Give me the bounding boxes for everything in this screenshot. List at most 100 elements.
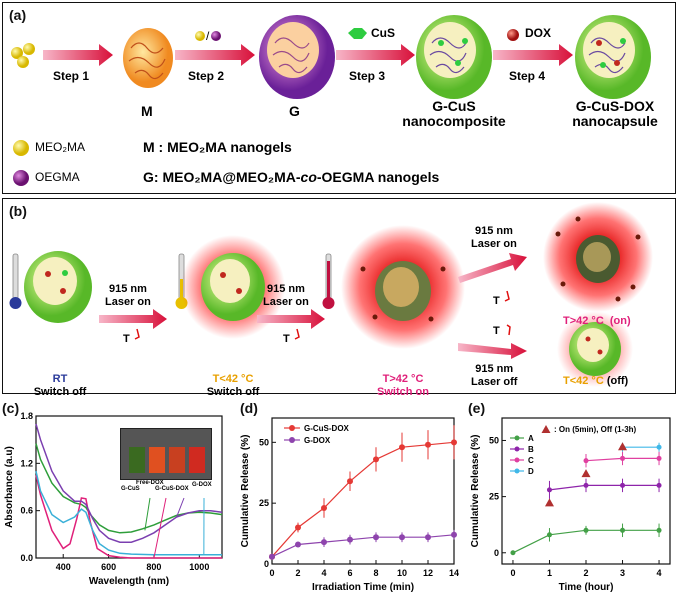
state-rt: RT Switch off bbox=[25, 373, 95, 399]
panel-c-label: (c) bbox=[2, 400, 20, 416]
g-cus-label-line1: G-CuS bbox=[432, 98, 476, 114]
data-point bbox=[451, 439, 457, 446]
panel-a: / (a) Step 1 Step 2 bbox=[2, 2, 676, 194]
absorbance-series-2 bbox=[35, 423, 223, 543]
g-cus-dox-label-line2: nanocapsule bbox=[572, 113, 658, 129]
release-line-G-CuS-DOX bbox=[271, 441, 455, 558]
laser-on-3-wavelength: 915 nm bbox=[474, 225, 513, 237]
laser-on-1-text: Laser on bbox=[105, 296, 151, 308]
plot-frame bbox=[271, 417, 455, 565]
svg-text:/: / bbox=[206, 29, 210, 43]
dox-dot-icon bbox=[507, 29, 519, 41]
data-point bbox=[425, 441, 431, 448]
legend-marker bbox=[289, 437, 295, 443]
nanogel-g-icon bbox=[259, 15, 335, 99]
laser-on-marker bbox=[618, 442, 628, 451]
capsule-rt-icon bbox=[24, 251, 92, 323]
laser-off-text: Laser off bbox=[471, 376, 518, 388]
capsule-warm-icon bbox=[181, 235, 285, 339]
capsule-released-icon bbox=[543, 202, 653, 312]
annotation-marker bbox=[541, 425, 551, 433]
x-tick-label: 10 bbox=[397, 568, 407, 578]
state-rt-temp: RT bbox=[52, 373, 68, 385]
y-tick-label: 0 bbox=[494, 548, 499, 558]
g-cus-dox-nanocapsule-icon bbox=[575, 15, 651, 99]
data-point bbox=[451, 531, 457, 538]
data-point bbox=[510, 550, 516, 556]
x-tick-label: 4 bbox=[657, 568, 662, 578]
capsule-off-icon bbox=[557, 311, 633, 387]
state-warm: T<42 °C Switch off bbox=[193, 373, 273, 399]
g-description-prefix: G: MEO₂MA@MEO₂MA- bbox=[143, 169, 301, 185]
g-description-co: co bbox=[300, 169, 317, 185]
state-rt-switch: Switch off bbox=[33, 386, 87, 398]
g-cus-label: G-CuS nanocomposite bbox=[399, 99, 509, 129]
g-cus-nanocomposite-icon bbox=[416, 15, 492, 99]
g-description-suffix: -OEGMA nanogels bbox=[316, 169, 440, 185]
data-point bbox=[583, 527, 589, 533]
inset-label-2: G-CuS-DOX bbox=[155, 486, 189, 492]
y-tick-label: 50 bbox=[489, 435, 499, 445]
y-tick-label: 1.2 bbox=[20, 458, 33, 468]
x-tick-label: 2 bbox=[295, 568, 300, 578]
g-label: G bbox=[289, 103, 300, 119]
laser-on-2-wavelength: 915 nm bbox=[266, 283, 305, 295]
laser-off-label: 915 nm Laser off bbox=[471, 363, 517, 389]
m-description: M : MEO₂MA nanogels bbox=[143, 139, 292, 155]
thermometer-cold-icon bbox=[9, 253, 22, 309]
legend-marker bbox=[289, 425, 295, 431]
legend-label: G-CuS-DOX bbox=[304, 424, 350, 433]
x-tick-label: 8 bbox=[373, 568, 378, 578]
data-point bbox=[321, 539, 327, 546]
x-tick-label: 0 bbox=[269, 568, 274, 578]
panel-e: (e) 0 1 2 3 4 0 25 50 Time (hour) Cumulative Rele… bbox=[462, 398, 678, 597]
g-cus-label-line2: nanocomposite bbox=[402, 113, 506, 129]
x-tick-label: 4 bbox=[321, 568, 326, 578]
x-tick-label: 0 bbox=[510, 568, 515, 578]
state-released: T>42 °C (on) bbox=[563, 315, 631, 327]
data-point bbox=[620, 455, 626, 461]
data-point bbox=[269, 553, 275, 560]
inset-label-3: G-DOX bbox=[192, 482, 212, 488]
step3-label: Step 3 bbox=[349, 69, 386, 83]
cus-label: CuS bbox=[371, 26, 395, 40]
laser-on-marker bbox=[544, 498, 554, 507]
cus-hexagon-icon bbox=[348, 28, 367, 39]
legend-label: B bbox=[528, 445, 534, 454]
inset-label-0: G-CuS bbox=[121, 486, 140, 492]
laser-on-1-wavelength: 915 nm bbox=[108, 283, 147, 295]
panel-d-label: (d) bbox=[240, 400, 258, 416]
temp-up-icons bbox=[134, 290, 510, 340]
inset-pointer-0 bbox=[144, 497, 151, 531]
g-description: G: MEO₂MA@MEO₂MA-co-OEGMA nanogels bbox=[143, 169, 439, 185]
legend-marker bbox=[514, 457, 520, 463]
x-tick-label: 12 bbox=[423, 568, 433, 578]
panel-a-label: (a) bbox=[9, 7, 27, 23]
y-tick-label: 25 bbox=[259, 498, 269, 508]
laser-on-3-text: Laser on bbox=[471, 238, 517, 250]
step2-reagents-icon: / bbox=[195, 29, 221, 43]
y-axis-label: Cumulative Release (%) bbox=[240, 435, 251, 548]
laser-on-2-text: Laser on bbox=[263, 296, 309, 308]
panel-b-label: (b) bbox=[9, 203, 27, 219]
panel-a-svg: / bbox=[11, 15, 651, 186]
oegma-legend-icon bbox=[13, 170, 29, 186]
data-point bbox=[546, 532, 552, 538]
state-hot-temp: T>42 °C bbox=[382, 373, 424, 385]
y-tick-label: 0.6 bbox=[20, 506, 33, 516]
y-tick-label: 50 bbox=[259, 437, 269, 447]
release-line-G-DOX bbox=[271, 534, 455, 558]
laser-off-wavelength: 915 nm bbox=[475, 363, 514, 375]
meo2ma-legend-icon bbox=[13, 140, 29, 156]
panel-b-svg bbox=[9, 202, 653, 387]
t-label-2: T bbox=[283, 333, 290, 345]
step1-label: Step 1 bbox=[53, 69, 90, 83]
y-axis-label: Absorbance (a.u) bbox=[4, 446, 15, 528]
data-point bbox=[347, 536, 353, 543]
laser-arrows bbox=[99, 253, 527, 359]
data-point bbox=[583, 482, 589, 488]
data-point bbox=[620, 527, 626, 533]
chart-d: 0 2 4 6 8 10 12 14 0 25 50 Irradiation Time (min) Cu… bbox=[240, 417, 459, 593]
inset-pointer-2 bbox=[176, 497, 185, 518]
data-point bbox=[656, 482, 662, 488]
